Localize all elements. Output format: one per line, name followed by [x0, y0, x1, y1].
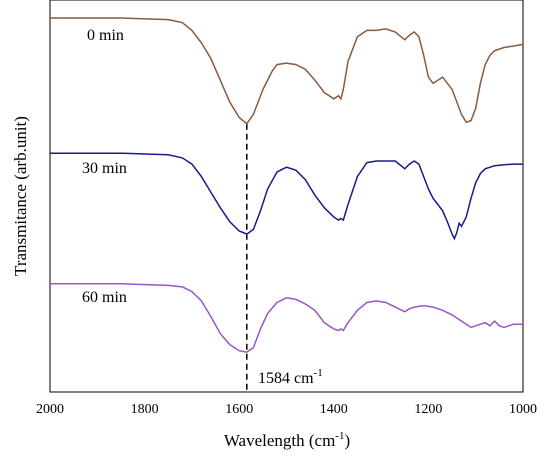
y-axis-title: Transmitance (arb.unit): [11, 116, 30, 276]
series-line-0-min: [50, 17, 524, 125]
x-axis-title: Wavelength (cm-1): [224, 430, 350, 450]
series-label-30-min: 30 min: [82, 160, 127, 177]
series-line-60-min: [50, 283, 523, 353]
x-tick-label: 2000: [36, 402, 64, 417]
peak-annotation-label: 1584 cm-1: [258, 367, 323, 387]
series-label-60-min: 60 min: [82, 289, 127, 306]
x-axis-title-superscript: -1: [335, 430, 344, 442]
x-tick-label: 1600: [225, 402, 253, 417]
plot-frame: [49, 0, 524, 393]
x-tick-label: 1400: [320, 402, 348, 417]
x-tick-label: 1000: [509, 402, 537, 417]
x-tick-label: 1200: [414, 402, 442, 417]
series-line-30-min: [50, 152, 523, 241]
x-tick-label: 1800: [131, 402, 159, 417]
peak-annotation-superscript: -1: [314, 367, 323, 379]
series-label-0-min: 0 min: [87, 27, 124, 44]
